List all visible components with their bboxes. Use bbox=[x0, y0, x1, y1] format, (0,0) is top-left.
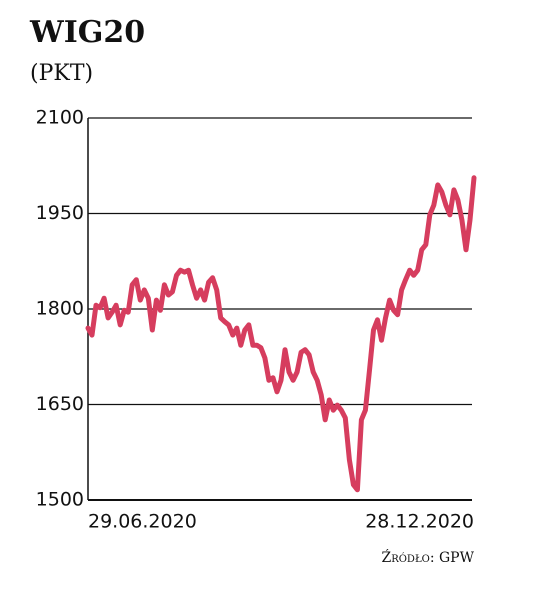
chart-subtitle: (PKT) bbox=[30, 61, 93, 86]
x-tick-label: 28.12.2020 bbox=[365, 511, 474, 533]
chart-title: WIG20 bbox=[29, 15, 145, 50]
line bbox=[85, 175, 477, 493]
y-tick-label: 1500 bbox=[36, 489, 84, 511]
source: Źródło: GPW bbox=[381, 548, 474, 566]
y-tick-label: 1950 bbox=[36, 202, 84, 224]
x-tick-label: 29.06.2020 bbox=[88, 511, 197, 533]
y-tick-label: 1650 bbox=[36, 393, 84, 415]
y-tick-label: 1800 bbox=[36, 298, 84, 320]
y-tick-label: 2100 bbox=[36, 107, 84, 129]
